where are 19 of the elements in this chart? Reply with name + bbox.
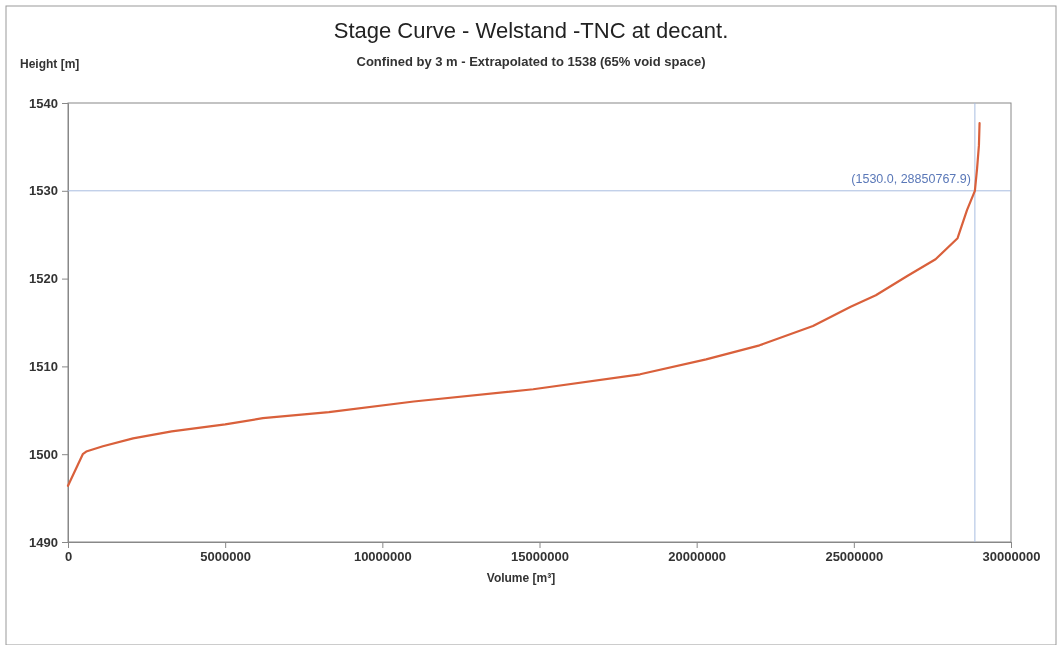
x-tick-label: 10000000 [353, 549, 412, 565]
x-tick-label: 15000000 [511, 549, 569, 565]
x-axis-title: Volume [m³] [486, 571, 556, 585]
x-tick-label: 5000000 [200, 549, 251, 565]
y-tick-label: 1500 [29, 446, 58, 462]
y-tick-label: 1490 [29, 534, 58, 550]
y-axis-title: Height [m] [20, 57, 80, 71]
y-tick-label: 1510 [29, 359, 58, 375]
x-tick-label: 0 [64, 549, 73, 565]
y-tick-label: 1530 [29, 183, 58, 199]
x-tick-label: 30000000 [982, 549, 1041, 565]
chart-subtitle: Confined by 3 m - Extrapolated to 1538 (65% void space) [356, 54, 706, 69]
x-tick-label: 20000000 [668, 549, 727, 565]
chart-title: Stage Curve - Welstand -TNC at decant. [333, 18, 729, 43]
y-tick-label: 1520 [29, 271, 58, 287]
x-tick-label: 25000000 [825, 549, 884, 565]
y-tick-label: 1540 [29, 95, 58, 111]
line-series [66, 122, 981, 487]
annotation: (1530.0, 28850767.9) [851, 171, 971, 186]
